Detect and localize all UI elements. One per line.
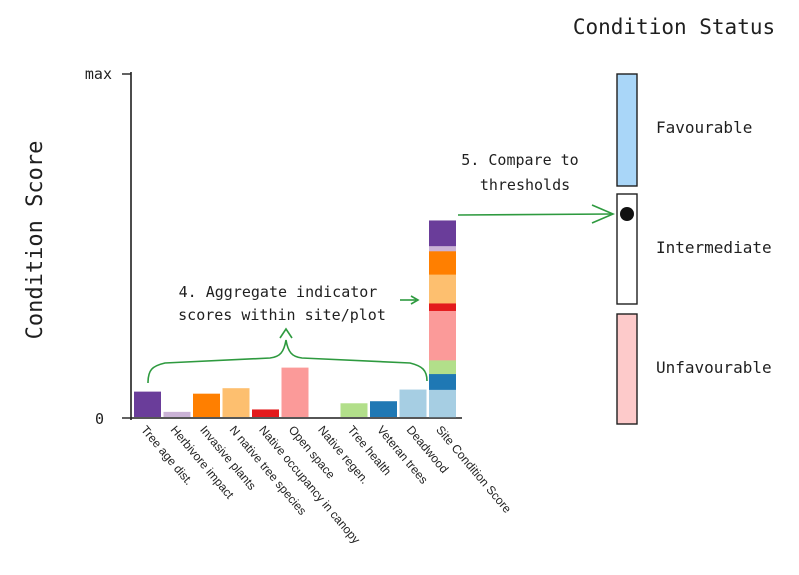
y-tick-zero: 0 — [95, 410, 104, 428]
stack-segment-6 — [429, 250, 456, 275]
bar-veteran-trees — [370, 401, 397, 417]
current-status-marker — [620, 207, 634, 221]
bar-tree-health — [340, 403, 368, 417]
y-axis-label: Condition Score — [23, 141, 48, 340]
stack-segment-0 — [429, 389, 456, 418]
stack-segment-5 — [429, 274, 456, 304]
stack-segment-4 — [429, 303, 456, 311]
aggregate-arrow — [400, 295, 420, 305]
stack-segment-2 — [429, 360, 456, 375]
status-label-favourable: Favourable — [656, 118, 752, 137]
bar-open-space — [281, 367, 309, 417]
status-box-favourable — [616, 73, 638, 187]
status-label-unfavourable: Unfavourable — [656, 358, 772, 377]
status-box-unfavourable — [616, 313, 638, 425]
indicator-bars — [134, 367, 427, 417]
aggregate-annotation-line2: scores within site/plot — [178, 306, 386, 324]
compare-annotation-line1: 5. Compare to — [461, 151, 578, 169]
compare-arrow — [457, 204, 616, 224]
y-axis: max 0 Condition Score — [23, 65, 132, 428]
status-label-intermediate: Intermediate — [656, 238, 772, 257]
stack-segment-3 — [429, 310, 456, 361]
y-tick-max: max — [85, 65, 112, 83]
stack-segment-7 — [429, 245, 456, 252]
aggregate-annotation-line1: 4. Aggregate indicator — [179, 283, 378, 301]
bar-herbivore-impact — [163, 411, 191, 417]
status-title: Condition Status — [573, 15, 775, 39]
bar-n-native-tree-species — [222, 388, 250, 417]
bar-invasive-plants — [193, 393, 220, 417]
bar-deadwood — [399, 389, 427, 417]
stack-segment-1 — [429, 373, 456, 390]
bar-native-occupancy-in-canopy — [252, 409, 279, 417]
status-box-intermediate — [616, 193, 638, 305]
stack-segment-8 — [429, 220, 456, 247]
bar-tree-age-dist — [134, 391, 161, 417]
compare-annotation-line2: thresholds — [480, 176, 570, 194]
aggregate-brace — [147, 327, 428, 384]
site-condition-stack — [429, 220, 456, 418]
